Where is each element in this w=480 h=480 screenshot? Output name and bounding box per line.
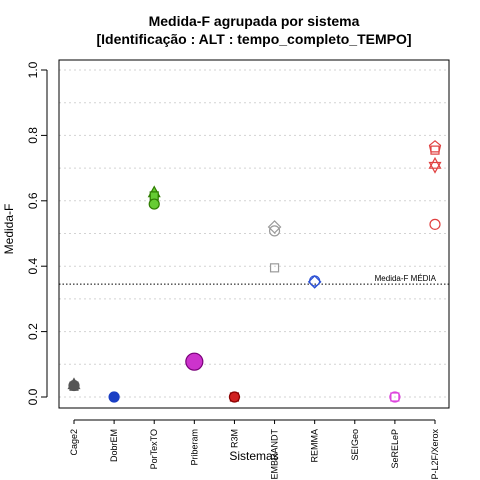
x-tick-label: REMMA (310, 429, 320, 463)
y-tick-label: 0.2 (26, 323, 40, 340)
chart-subtitle: [Identificação : ALT : tempo_completo_TE… (96, 31, 411, 47)
reference-line-label: Medida-F MÉDIA (375, 274, 437, 283)
data-point (428, 156, 442, 169)
data-point (69, 381, 79, 391)
data-point (429, 218, 441, 230)
data-point (390, 392, 400, 402)
data-point (269, 263, 280, 273)
y-axis-label: Medida-F (2, 204, 16, 255)
data-point (148, 198, 160, 210)
reference-line-group: Medida-F MÉDIA (59, 274, 449, 285)
data-point (185, 352, 204, 371)
y-tick-label: 1.0 (26, 61, 40, 78)
x-tick-label: XIP-L2F/Xerox (430, 429, 440, 480)
data-point (389, 391, 401, 403)
y-tick-label: 0.8 (26, 127, 40, 144)
x-tick-label: SeRELeP (390, 429, 400, 469)
y-tick-label: 0.4 (26, 258, 40, 275)
x-tick-label: PorTexTO (149, 429, 159, 469)
data-point (268, 225, 281, 237)
data-points (67, 140, 442, 403)
data-point (108, 391, 120, 403)
x-tick-label: SEIGeo (350, 429, 360, 461)
data-point (428, 161, 442, 174)
x-tick-label: REMBRANDT (270, 429, 280, 480)
y-tick-label: 0.6 (26, 192, 40, 209)
chart-title: Medida-F agrupada por sistema (149, 13, 360, 29)
data-point (309, 275, 321, 287)
data-point (428, 140, 442, 153)
x-tick-label: Priberam (189, 429, 199, 466)
x-tick-label: R3M (229, 429, 239, 448)
data-point (307, 275, 322, 289)
x-axis-label: Sistemas (229, 449, 278, 463)
plot-frame (58, 59, 450, 409)
data-point (267, 220, 282, 234)
x-tick-label: Cage2 (69, 429, 79, 456)
x-tick-label: DobrEM (109, 429, 119, 462)
x-axis: Cage2 DobrEM PorTexTO Priberam R3M REMBRANDT R… (69, 419, 440, 480)
grid-lines (59, 69, 449, 398)
y-axis: 0.0 0.2 0.4 0.6 0.8 1.0 (26, 61, 48, 405)
y-tick-label: 0.0 (26, 388, 40, 405)
data-point (430, 145, 440, 155)
data-point (228, 391, 241, 403)
